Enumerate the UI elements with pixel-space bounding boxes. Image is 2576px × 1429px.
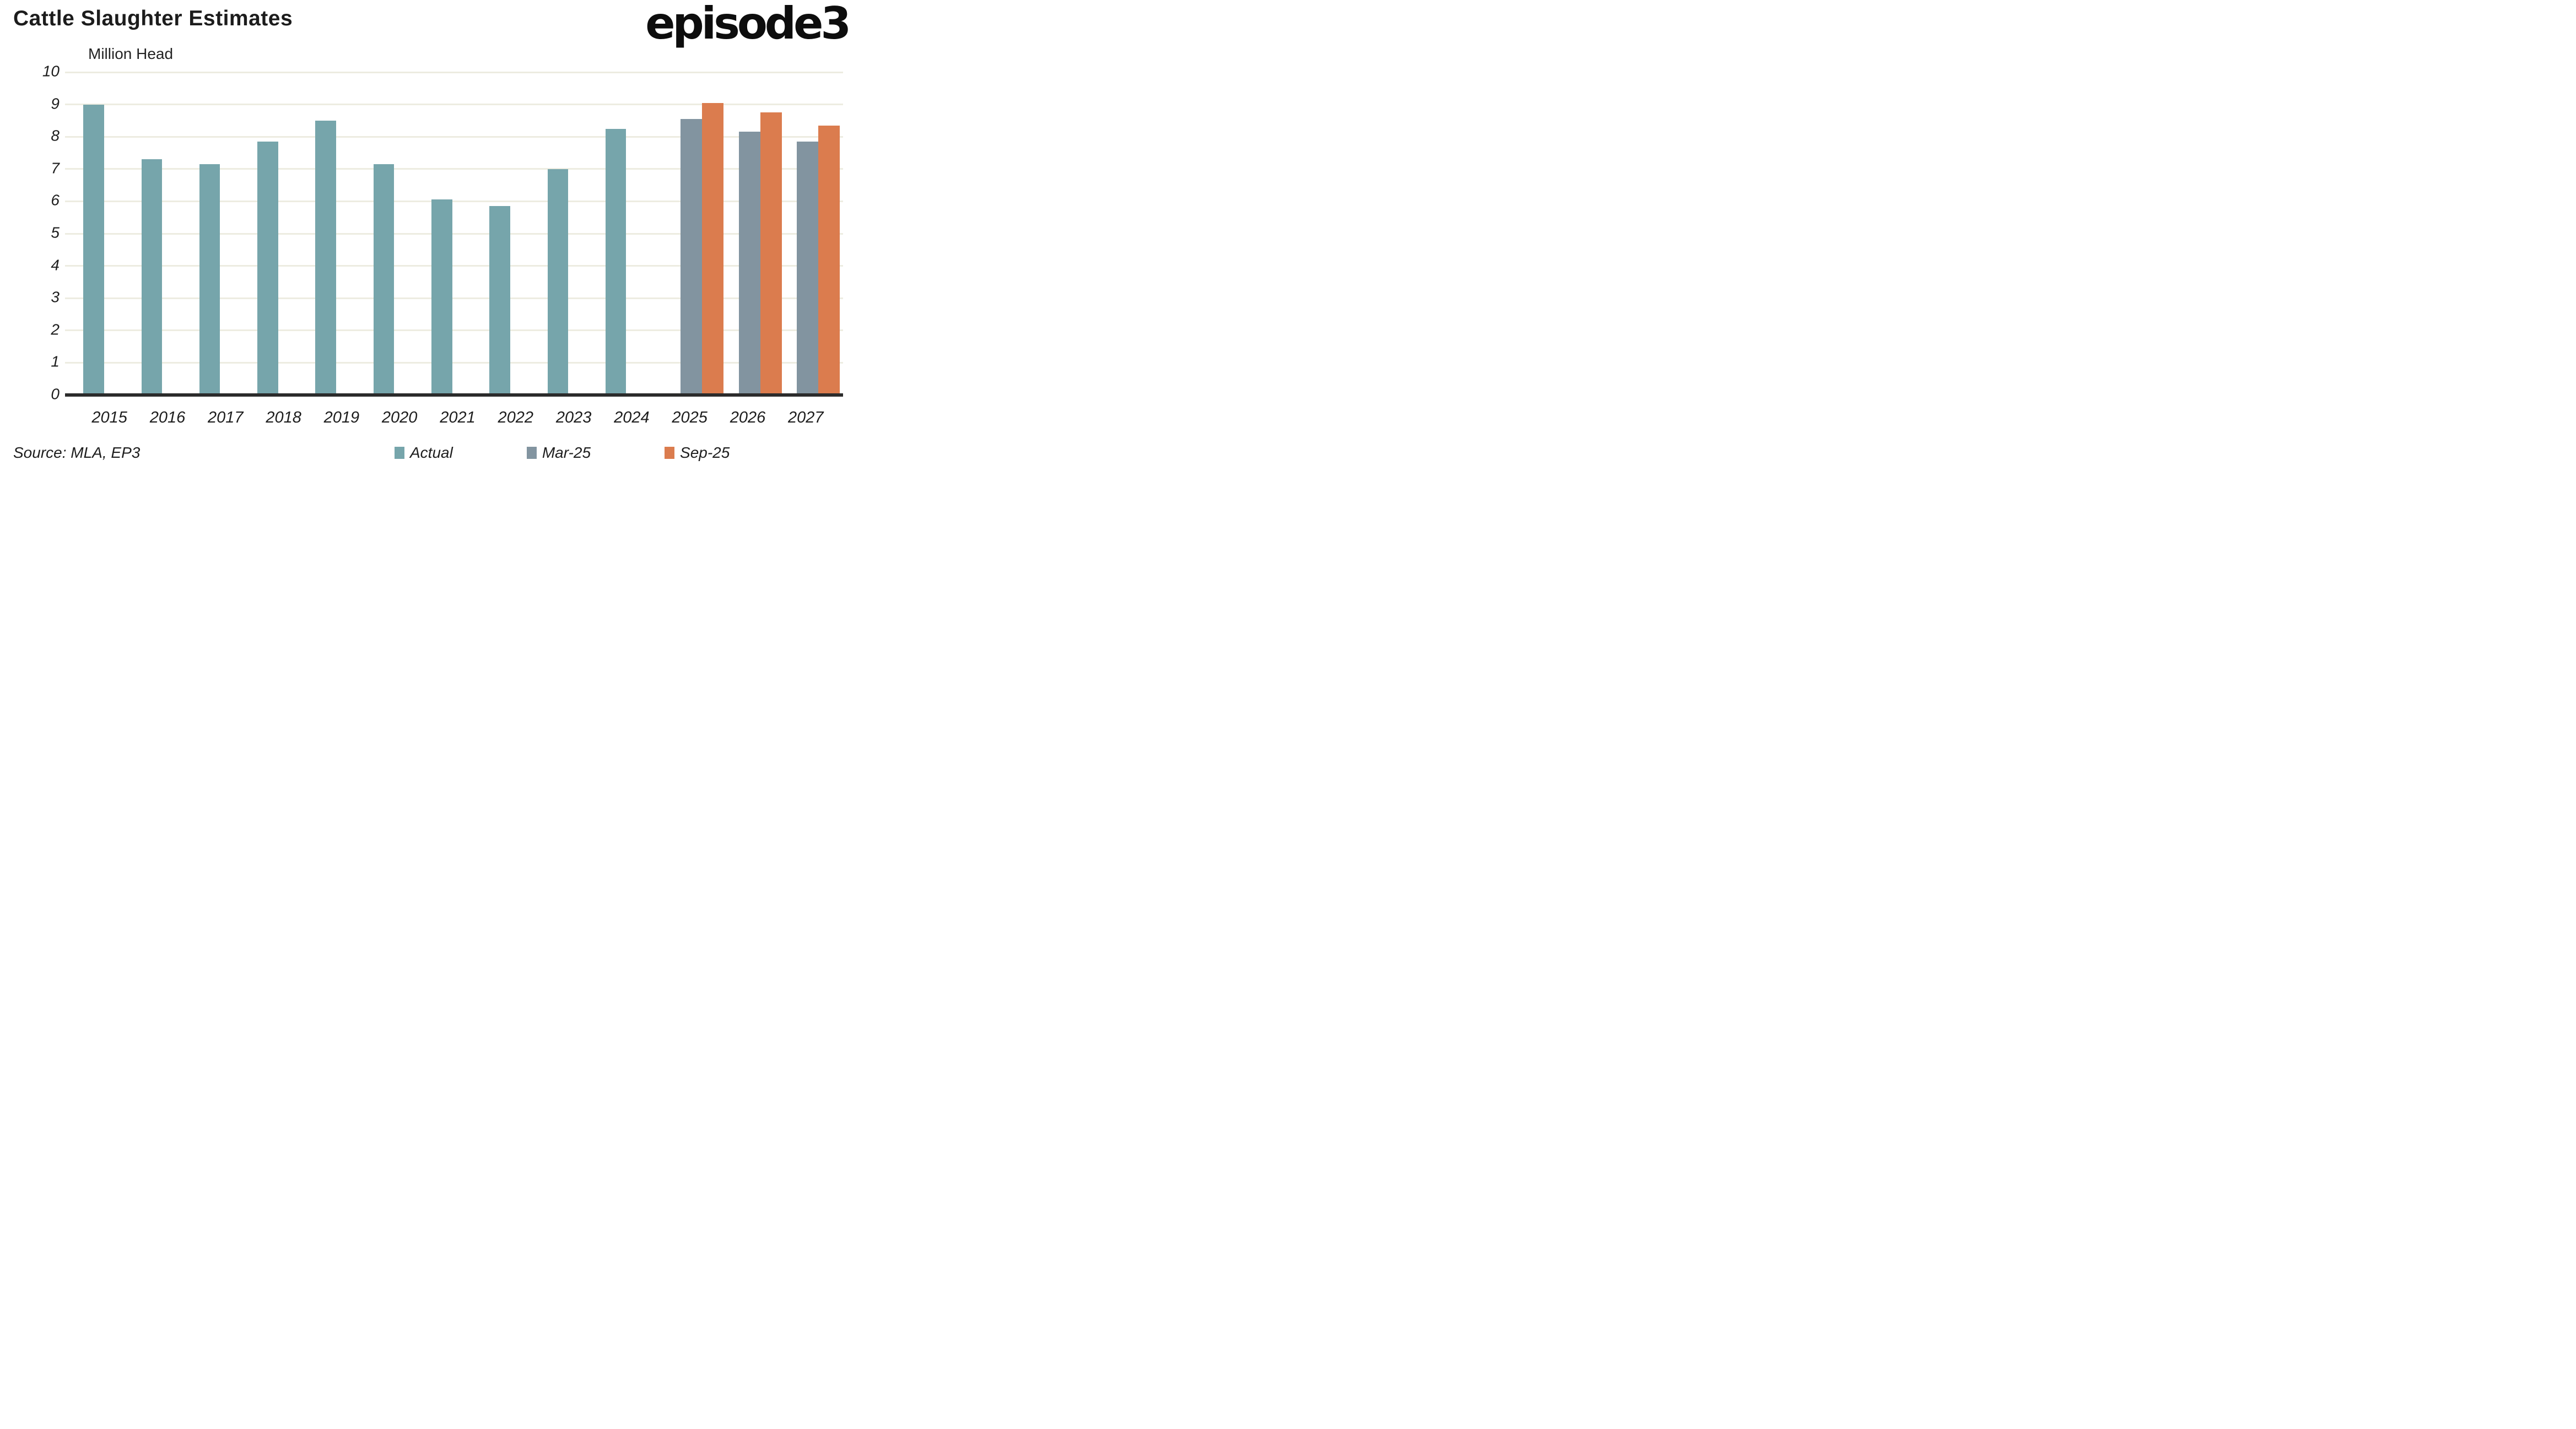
episode3-logo: episode3 xyxy=(645,0,851,49)
x-tick-label-2027: 2027 xyxy=(788,409,824,426)
legend-swatch-actual xyxy=(395,447,404,459)
y-tick-label: 1 xyxy=(51,353,60,371)
x-tick-label-2023: 2023 xyxy=(555,409,592,426)
gridline-10 xyxy=(65,71,843,73)
gridline-1 xyxy=(65,361,843,364)
gridline-4 xyxy=(65,265,843,267)
gridline-6 xyxy=(65,200,843,202)
y-tick-label: 0 xyxy=(51,385,60,403)
gridline-2 xyxy=(65,329,843,332)
gridline-5 xyxy=(65,232,843,235)
x-tick-label-2018: 2018 xyxy=(266,409,301,426)
x-tick-label-2016: 2016 xyxy=(149,409,186,426)
x-tick-label-2020: 2020 xyxy=(381,409,418,426)
legend-swatch-sep-25 xyxy=(665,447,675,459)
plot-area: 0 1 2 3 4 5 6 7 8 9 10 2015 2016 2017 2018 2019 2020 2021… xyxy=(42,63,843,426)
y-tick-label: 9 xyxy=(51,95,60,112)
legend-swatch-mar-25 xyxy=(526,447,537,459)
bar-actual-2017 xyxy=(199,164,220,396)
x-tick-label-2021: 2021 xyxy=(440,409,476,426)
legend-item-mar-25: Mar-25 xyxy=(526,444,591,462)
bar-actual-2020 xyxy=(373,164,395,396)
x-tick-label-2026: 2026 xyxy=(730,409,766,426)
bar-actual-2019 xyxy=(315,120,336,396)
bar-sep-25-2025 xyxy=(702,102,724,396)
legend-label: Sep-25 xyxy=(680,444,730,461)
x-tick-label-2022: 2022 xyxy=(498,409,534,426)
y-axis-unit-label: Million Head xyxy=(88,45,174,62)
y-tick-label: 2 xyxy=(51,321,60,338)
y-tick-label: 6 xyxy=(51,192,60,209)
source-note: Source: MLA, EP3 xyxy=(13,444,141,461)
legend-label: Actual xyxy=(410,444,453,461)
bar-actual-2021 xyxy=(431,199,452,396)
gridline-9 xyxy=(65,104,843,106)
x-axis-line xyxy=(65,393,843,397)
gridline-3 xyxy=(65,297,843,299)
bar-actual-2016 xyxy=(141,159,162,396)
legend-label: Mar-25 xyxy=(542,444,591,461)
x-tick-label-2015: 2015 xyxy=(91,409,127,426)
y-tick-label: 4 xyxy=(51,256,60,274)
bar-actual-2023 xyxy=(547,169,569,396)
gridline-7 xyxy=(65,168,843,170)
y-tick-label: 7 xyxy=(51,159,60,177)
x-tick-label-2025: 2025 xyxy=(672,409,708,426)
y-tick-label: 8 xyxy=(51,127,60,144)
chart-canvas: Cattle Slaughter Estimates episode3 Mill… xyxy=(0,0,858,477)
legend-item-sep-25: Sep-25 xyxy=(665,444,730,462)
y-tick-label: 10 xyxy=(42,62,60,80)
page-title: Cattle Slaughter Estimates xyxy=(13,7,293,30)
legend: Actual Mar-25 Sep-25 xyxy=(395,444,730,462)
gridline-8 xyxy=(65,136,843,138)
legend-item-actual: Actual xyxy=(395,444,453,462)
bar-sep-25-2027 xyxy=(818,125,840,396)
bar-actual-2015 xyxy=(83,104,104,396)
y-tick-label: 5 xyxy=(51,224,60,241)
bar-actual-2022 xyxy=(489,206,510,396)
y-tick-label: 3 xyxy=(51,288,60,306)
bar-mar-25-2027 xyxy=(796,142,818,396)
bar-mar-25-2026 xyxy=(738,132,760,396)
bar-actual-2024 xyxy=(605,128,627,396)
x-tick-label-2024: 2024 xyxy=(614,409,650,426)
bar-mar-25-2025 xyxy=(681,118,703,396)
bar-sep-25-2026 xyxy=(760,112,782,396)
x-tick-label-2017: 2017 xyxy=(208,409,244,426)
bar-actual-2018 xyxy=(257,142,278,396)
x-tick-label-2019: 2019 xyxy=(323,409,360,426)
